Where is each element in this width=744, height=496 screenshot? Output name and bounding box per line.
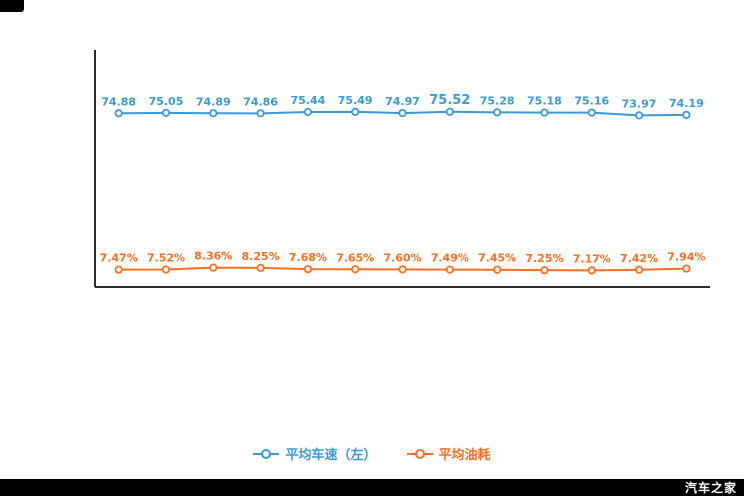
svg-text:7.94%: 7.94%: [667, 251, 705, 264]
svg-text:75.52: 75.52: [429, 93, 470, 108]
svg-text:7.65%: 7.65%: [336, 251, 374, 264]
svg-text:75.44: 75.44: [290, 94, 325, 107]
svg-text:7.68%: 7.68%: [289, 251, 327, 264]
svg-text:73.97: 73.97: [622, 97, 657, 110]
svg-text:74.19: 74.19: [669, 97, 704, 110]
svg-text:7.45%: 7.45%: [478, 252, 516, 265]
watermark-text: 汽车之家: [684, 481, 737, 495]
svg-text:7.25%: 7.25%: [525, 252, 563, 265]
svg-text:7.17%: 7.17%: [573, 252, 611, 265]
chart-legend: 平均车速（左） 平均油耗: [0, 444, 744, 463]
legend-marker-blue-icon: [253, 448, 280, 460]
svg-text:75.16: 75.16: [574, 95, 609, 108]
legend-item-series1[interactable]: 平均车速（左）: [253, 444, 377, 463]
svg-text:8.36%: 8.36%: [194, 250, 232, 263]
svg-text:74.88: 74.88: [101, 95, 136, 108]
watermark-bar: 汽车之家: [0, 479, 744, 496]
svg-text:75.18: 75.18: [527, 95, 562, 108]
svg-text:7.60%: 7.60%: [383, 251, 421, 264]
svg-text:75.05: 75.05: [149, 95, 184, 108]
line-chart: 74.88 75.05 74.89 74.86 75.44 75.49 74.97 75.52…: [94, 50, 710, 288]
corner-mark: [0, 0, 24, 12]
svg-text:7.52%: 7.52%: [147, 252, 185, 265]
legend-label-series1: 平均车速（左）: [285, 448, 377, 463]
legend-item-series2[interactable]: 平均油耗: [406, 444, 491, 463]
svg-text:74.97: 74.97: [385, 95, 420, 108]
svg-text:8.25%: 8.25%: [241, 250, 279, 263]
svg-text:75.28: 75.28: [480, 94, 515, 107]
svg-text:7.42%: 7.42%: [620, 252, 658, 265]
svg-text:75.49: 75.49: [338, 94, 373, 107]
svg-text:74.89: 74.89: [196, 95, 231, 108]
svg-text:7.47%: 7.47%: [100, 252, 138, 265]
legend-marker-orange-icon: [406, 448, 433, 460]
legend-label-series2: 平均油耗: [438, 448, 491, 463]
svg-text:74.86: 74.86: [243, 95, 278, 108]
svg-text:7.49%: 7.49%: [431, 252, 469, 265]
